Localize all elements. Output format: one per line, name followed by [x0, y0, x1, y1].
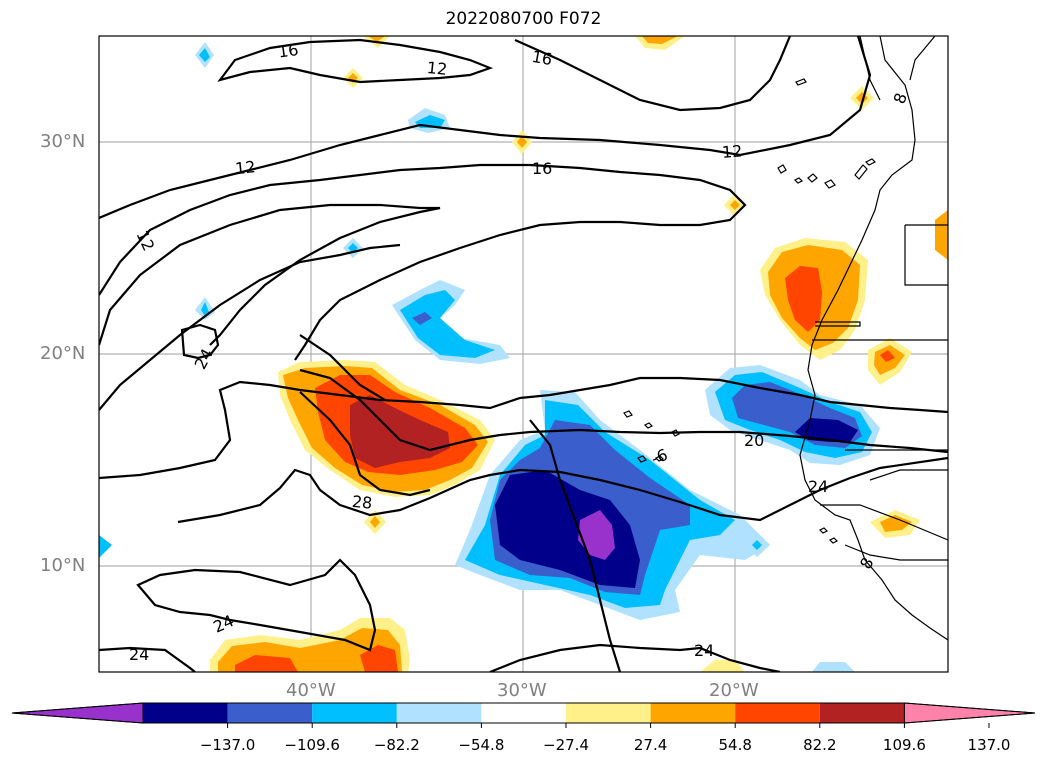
colorbar-tick-label: 27.4 — [633, 736, 668, 754]
colorbar-segment — [227, 703, 313, 723]
colorbar-segment — [735, 703, 820, 723]
contour-lines — [99, 36, 948, 672]
map-title: 2022080700 F072 — [445, 9, 602, 29]
colorbar-segment — [481, 703, 566, 723]
contour-label: 12 — [426, 58, 448, 79]
colorbar-tick-label: −82.2 — [373, 736, 420, 754]
positive-anomaly-south — [210, 618, 745, 672]
contour-label: 16 — [277, 40, 300, 62]
contour-label: 24 — [129, 645, 149, 664]
negative-anomaly-north — [392, 280, 510, 364]
colorbar-segment — [819, 703, 905, 723]
colorbar-segment — [396, 703, 482, 723]
colorbar-outline — [11, 702, 1036, 724]
colorbar-extend-high — [903, 702, 1036, 724]
contour-label: -6 — [649, 445, 670, 468]
colorbar-segment — [143, 703, 228, 723]
negative-anomaly-small-spots — [99, 42, 855, 672]
contour-label: 12 — [234, 157, 256, 178]
positive-anomaly-small-spots — [343, 36, 874, 534]
lat-label-20n: 20°N — [40, 343, 86, 364]
colorbar-tick-label: −54.8 — [458, 736, 505, 754]
contour-label: 28 — [351, 492, 373, 513]
contour-label: 16 — [530, 47, 553, 69]
lat-label-10n: 10°N — [40, 555, 86, 576]
colorbar-segment — [566, 703, 651, 723]
colorbar-segment — [312, 703, 397, 723]
colorbar — [11, 702, 1036, 728]
contour-label: 12 — [721, 142, 743, 162]
colorbar-tick-label: 54.8 — [718, 736, 752, 754]
colorbar-extend-low — [11, 702, 144, 724]
map-area: 16 12 16 16 12 12 12 24 28 20 24 24 24 2… — [99, 36, 948, 672]
colorbar-tick-label: −109.6 — [284, 736, 340, 754]
map-frame — [98, 35, 949, 673]
contour-label: 24 — [694, 641, 714, 660]
lon-label-40w: 40°W — [286, 680, 336, 701]
colorbar-segment — [650, 703, 736, 723]
colorbar-tick-label: −137.0 — [199, 736, 256, 754]
lat-label-30n: 30°N — [40, 131, 86, 152]
colorbar-tick-label: 82.2 — [803, 736, 837, 754]
contour-label: 20 — [744, 431, 764, 450]
positive-anomaly-east — [760, 210, 948, 538]
positive-anomaly-west — [278, 360, 495, 497]
contour-label: 24 — [808, 477, 828, 496]
colorbar-tick-label: 109.6 — [882, 736, 926, 754]
contour-label: 16 — [532, 159, 552, 178]
colorbar-tick-label: −27.4 — [543, 736, 589, 754]
negative-anomaly-central — [455, 390, 770, 620]
colorbar-tick-label: 137.0 — [967, 736, 1011, 754]
lon-label-30w: 30°W — [497, 680, 547, 701]
islands — [623, 78, 877, 544]
lon-label-20w: 20°W — [709, 680, 759, 701]
